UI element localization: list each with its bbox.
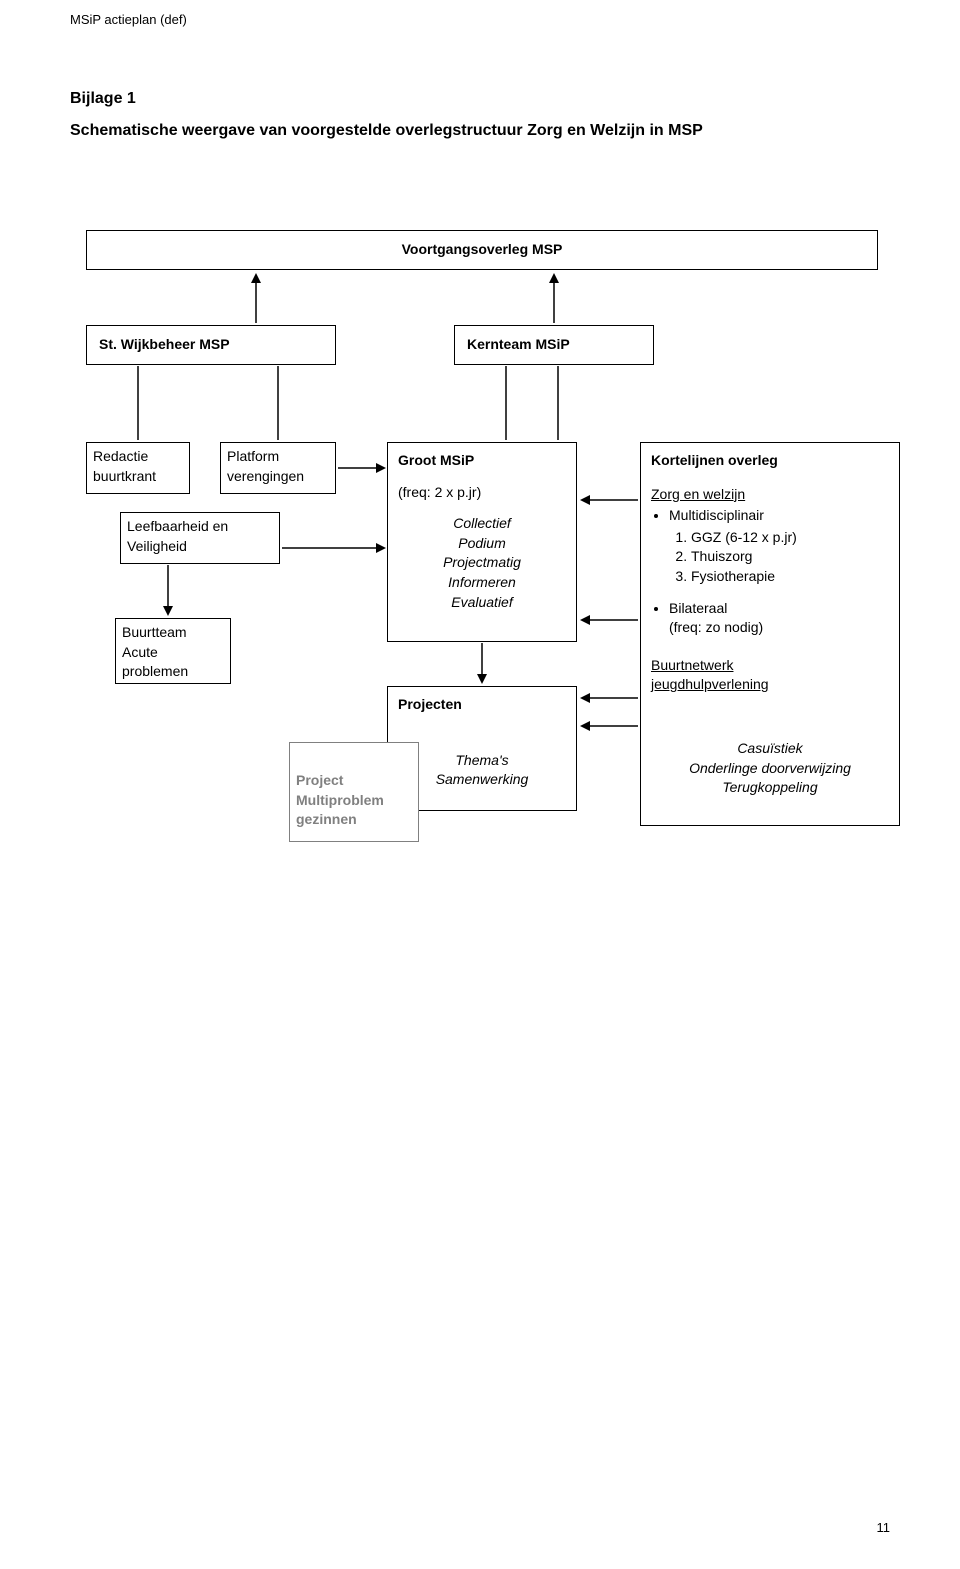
node-groot-title: Groot MSiP: [398, 451, 570, 471]
kortelijnen-o2: Thuiszorg: [691, 547, 889, 567]
node-kortelijnen: Kortelijnen overleg Zorg en welzijn Mult…: [640, 442, 900, 826]
node-project-mp-l1: Project: [296, 771, 412, 791]
kortelijnen-b2b: (freq: zo nodig): [669, 619, 763, 635]
node-buurtteam-l2: Acute: [122, 643, 224, 663]
node-redactie-l2: buurtkrant: [93, 467, 183, 487]
kortelijnen-c1: Casuïstiek: [651, 739, 889, 759]
node-kortelijnen-zorg: Zorg en welzijn: [651, 485, 889, 505]
node-groot-freq: (freq: 2 x p.jr): [398, 483, 570, 503]
node-kernteam-label: Kernteam MSiP: [467, 335, 570, 355]
node-groot: Groot MSiP (freq: 2 x p.jr) Collectief P…: [387, 442, 577, 642]
node-redactie: Redactie buurtkrant: [86, 442, 190, 494]
kortelijnen-b1: Multidisciplinair: [669, 507, 764, 523]
node-buurtteam-l1: Buurtteam: [122, 623, 224, 643]
kortelijnen-o3: Fysiotherapie: [691, 567, 889, 587]
node-groot-it1: Collectief: [394, 514, 570, 534]
kortelijnen-c3: Terugkoppeling: [651, 778, 889, 798]
node-groot-it3: Projectmatig: [394, 553, 570, 573]
bijlage-title: Bijlage 1: [70, 90, 136, 108]
page-number: 11: [877, 1520, 891, 1535]
node-projecten-title: Projecten: [398, 695, 570, 715]
node-project-mp-l2: Multiproblem: [296, 791, 412, 811]
node-wijkbeheer-label: St. Wijkbeheer MSP: [99, 335, 230, 355]
kortelijnen-c2: Onderlinge doorverwijzing: [651, 759, 889, 779]
node-kortelijnen-list1: Multidisciplinair GGZ (6-12 x p.jr) Thui…: [669, 506, 889, 586]
node-projecten-it1: Thema's: [394, 751, 570, 771]
node-platform: Platform verengingen: [220, 442, 336, 494]
node-kortelijnen-title: Kortelijnen overleg: [651, 451, 889, 471]
node-buurtteam: Buurtteam Acute problemen: [115, 618, 231, 684]
kortelijnen-buurtnetwerk-l2: jeugdhulpverlening: [651, 675, 889, 695]
node-wijkbeheer: St. Wijkbeheer MSP: [86, 325, 336, 365]
node-kernteam: Kernteam MSiP: [454, 325, 654, 365]
node-projecten-it2: Samenwerking: [394, 770, 570, 790]
node-voortgang: Voortgangsoverleg MSP: [86, 230, 878, 270]
page: MSiP actieplan (def) Bijlage 1 Schematis…: [0, 0, 960, 1569]
node-groot-it2: Podium: [394, 534, 570, 554]
node-leefbaarheid-l2: Veiligheid: [127, 537, 273, 557]
node-kortelijnen-list2: Bilateraal (freq: zo nodig): [669, 599, 889, 638]
node-redactie-l1: Redactie: [93, 447, 183, 467]
node-leefbaarheid: Leefbaarheid en Veiligheid: [120, 512, 280, 564]
node-leefbaarheid-l1: Leefbaarheid en: [127, 517, 273, 537]
subtitle: Schematische weergave van voorgestelde o…: [70, 118, 850, 144]
doc-header: MSiP actieplan (def): [70, 12, 187, 27]
kortelijnen-buurtnetwerk-l1: Buurtnetwerk: [651, 656, 889, 676]
kortelijnen-b2a: Bilateraal: [669, 600, 727, 616]
node-groot-it5: Evaluatief: [394, 593, 570, 613]
node-platform-l2: verengingen: [227, 467, 329, 487]
kortelijnen-o1: GGZ (6-12 x p.jr): [691, 528, 889, 548]
node-project-mp-l3: gezinnen: [296, 810, 412, 830]
node-platform-l1: Platform: [227, 447, 329, 467]
kortelijnen-ol: GGZ (6-12 x p.jr) Thuiszorg Fysiotherapi…: [691, 528, 889, 587]
node-buurtteam-l3: problemen: [122, 662, 224, 682]
node-project-mp: Project Multiproblem gezinnen: [289, 742, 419, 842]
node-voortgang-label: Voortgangsoverleg MSP: [402, 240, 563, 260]
node-groot-it4: Informeren: [394, 573, 570, 593]
